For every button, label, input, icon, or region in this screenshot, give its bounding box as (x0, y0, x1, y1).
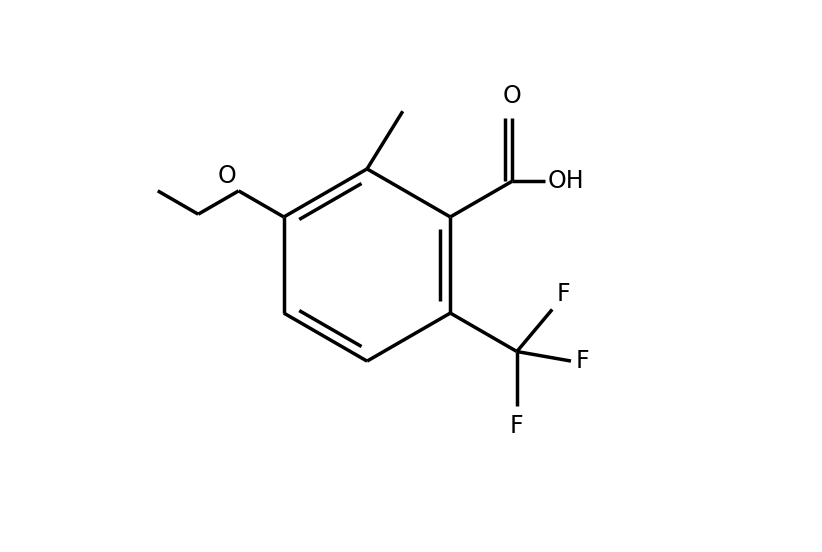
Text: O: O (217, 164, 236, 188)
Text: OH: OH (547, 169, 584, 193)
Text: F: F (510, 414, 524, 438)
Text: F: F (556, 282, 570, 306)
Text: O: O (503, 84, 521, 108)
Text: F: F (575, 349, 589, 373)
